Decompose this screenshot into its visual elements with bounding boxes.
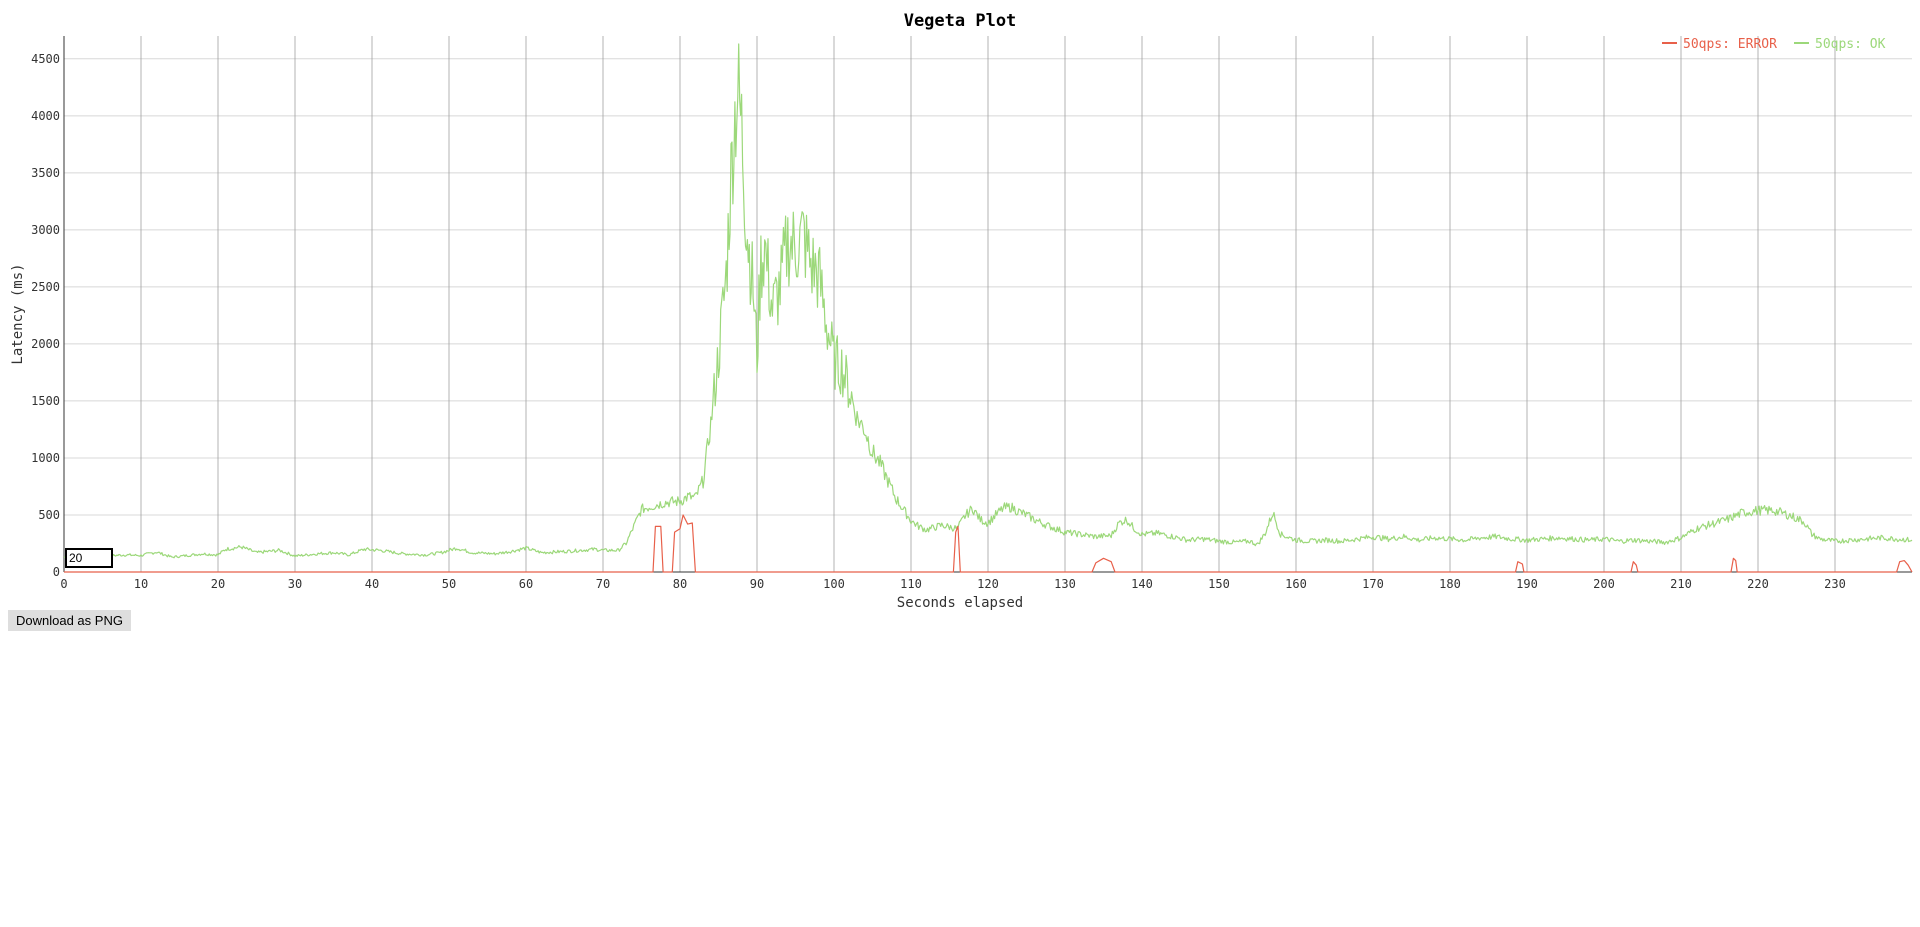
x-tick-label: 0: [60, 577, 67, 591]
y-axis-label: Latency (ms): [10, 263, 26, 364]
x-tick-label: 190: [1516, 577, 1538, 591]
y-tick-label: 3500: [31, 166, 60, 180]
y-tick-label: 0: [53, 565, 60, 579]
download-png-button[interactable]: Download as PNG: [8, 610, 131, 631]
x-tick-label: 80: [673, 577, 687, 591]
x-tick-label: 170: [1362, 577, 1384, 591]
x-tick-label: 60: [519, 577, 533, 591]
series-line-ok: [63, 43, 1913, 559]
x-tick-label: 10: [134, 577, 148, 591]
x-tick-label: 20: [211, 577, 225, 591]
legend: 50qps: ERROR 50qps: OK: [1662, 37, 1886, 52]
x-tick-label: 40: [365, 577, 379, 591]
x-tick-label: 180: [1439, 577, 1461, 591]
x-tick-label: 110: [900, 577, 922, 591]
legend-label-ok: 50qps: OK: [1815, 37, 1886, 52]
roll-period-input[interactable]: [65, 548, 113, 568]
vertical-gridlines: [140, 36, 1836, 572]
y-tick-label: 4500: [31, 52, 60, 66]
legend-label-error: 50qps: ERROR: [1683, 37, 1777, 52]
series-layer: [63, 43, 1913, 573]
y-tick-label: 1000: [31, 451, 60, 465]
x-tick-label: 220: [1747, 577, 1769, 591]
x-tick-label: 150: [1208, 577, 1230, 591]
y-tick-label: 4000: [31, 109, 60, 123]
x-tick-label: 140: [1131, 577, 1153, 591]
y-tick-label: 500: [38, 508, 60, 522]
x-tick-label: 30: [288, 577, 302, 591]
x-tick-label: 120: [977, 577, 999, 591]
chart-title: Vegeta Plot: [904, 11, 1017, 31]
y-tick-label: 2000: [31, 337, 60, 351]
x-tick-labels: 0 10 20 30 40 50 60 70 80 90 100 110 120 130 140 150 160…: [60, 577, 1845, 591]
x-tick-label: 160: [1285, 577, 1307, 591]
x-tick-label: 200: [1593, 577, 1615, 591]
x-axis-label: Seconds elapsed: [897, 595, 1023, 611]
x-tick-label: 210: [1670, 577, 1692, 591]
x-tick-label: 100: [823, 577, 845, 591]
x-tick-label: 230: [1824, 577, 1846, 591]
y-tick-label: 1500: [31, 394, 60, 408]
x-tick-label: 90: [750, 577, 764, 591]
y-tick-label: 3000: [31, 223, 60, 237]
y-tick-label: 2500: [31, 280, 60, 294]
x-tick-label: 70: [596, 577, 610, 591]
series-line-error: [64, 514, 1913, 573]
x-tick-label: 50: [442, 577, 456, 591]
x-tick-label: 130: [1054, 577, 1076, 591]
y-tick-labels: 0 500 1000 1500 2000 2500 3000 3500 4000 4500: [31, 52, 60, 579]
